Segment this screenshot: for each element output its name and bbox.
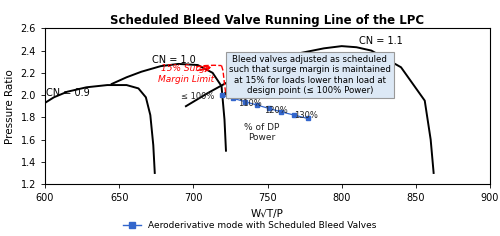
Legend: Aeroderivative mode with Scheduled Bleed Valves: Aeroderivative mode with Scheduled Bleed… xyxy=(120,218,380,234)
Title: Scheduled Bleed Valve Running Line of the LPC: Scheduled Bleed Valve Running Line of th… xyxy=(110,14,424,27)
Text: ≤ 100%: ≤ 100% xyxy=(180,92,214,101)
X-axis label: W√T/P: W√T/P xyxy=(251,209,284,219)
Text: 130%: 130% xyxy=(294,111,318,120)
Text: 120%: 120% xyxy=(264,105,288,115)
Text: CN = 1.1: CN = 1.1 xyxy=(360,36,403,46)
Y-axis label: Pressure Ratio: Pressure Ratio xyxy=(5,69,15,143)
Text: % of DP
Power: % of DP Power xyxy=(244,123,280,142)
Text: 110%: 110% xyxy=(238,99,262,108)
Text: 15% Surge
Margin Limit: 15% Surge Margin Limit xyxy=(158,64,214,84)
Text: Bleed valves adjusted as scheduled
such that surge margin is maintained
at 15% f: Bleed valves adjusted as scheduled such … xyxy=(229,55,390,95)
Text: DP,
Z=0.85: DP, Z=0.85 xyxy=(229,67,268,88)
Text: CN = 1.0: CN = 1.0 xyxy=(152,55,196,65)
Text: CN = 0.9: CN = 0.9 xyxy=(46,88,90,98)
